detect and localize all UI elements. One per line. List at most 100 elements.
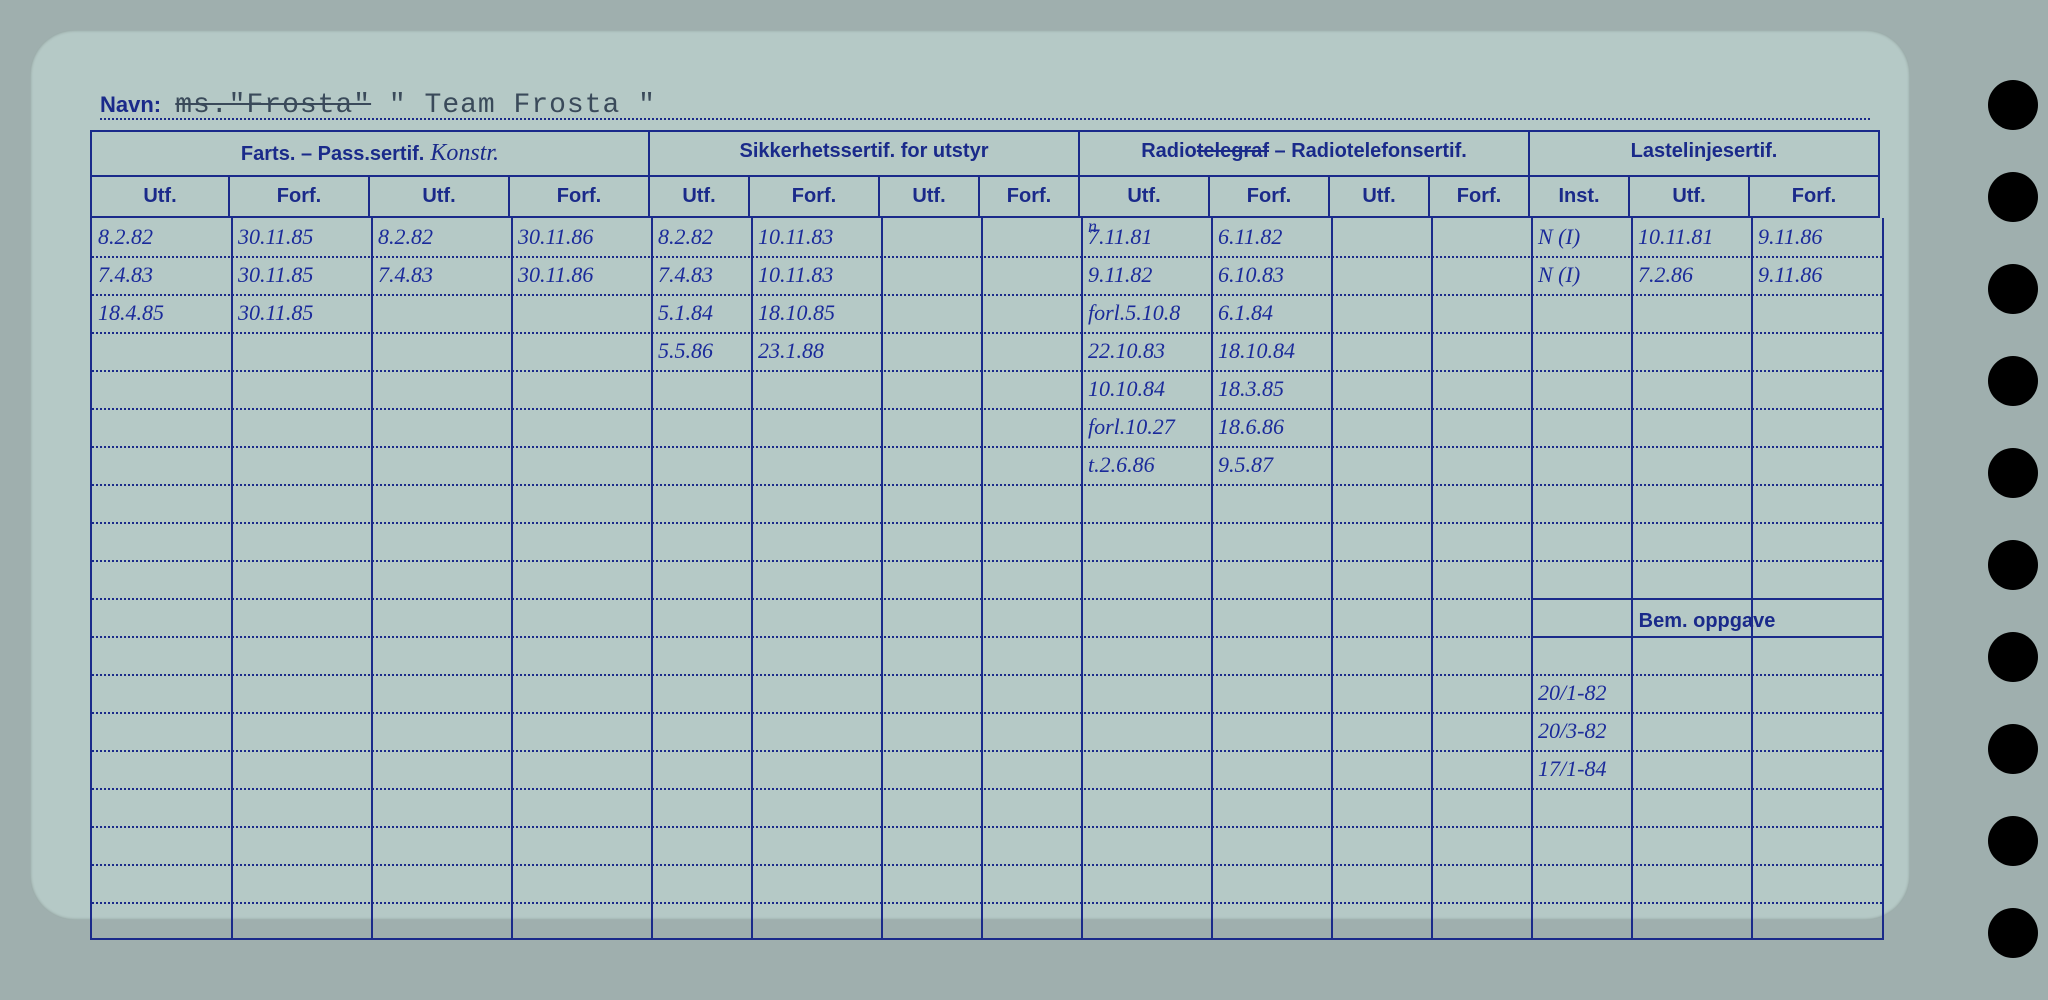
header-sub: Forf. <box>750 177 880 216</box>
hole-icon <box>1988 724 2038 774</box>
header-sub: Utf. <box>90 177 230 216</box>
hole-icon <box>1988 356 2038 406</box>
row-line <box>92 864 1882 866</box>
cell-value: 30.11.86 <box>518 262 593 288</box>
hole-icon <box>1988 172 2038 222</box>
header-group: Sikkerhetssertif. for utstyr <box>650 132 1080 175</box>
column-divider <box>1531 218 1533 938</box>
column-divider <box>1081 218 1083 938</box>
hole-icon <box>1988 632 2038 682</box>
cell-value: 30.11.85 <box>238 224 313 250</box>
navn-line: Navn: ms."Frosta" " Team Frosta " <box>100 90 656 121</box>
cell-value: 7.4.83 <box>658 262 713 288</box>
cell-value: 23.1.88 <box>758 338 824 364</box>
hole-icon <box>1988 448 2038 498</box>
row-line <box>92 294 1882 296</box>
cell-value: 9.11.86 <box>1758 224 1822 250</box>
cell-value: 7.4.83 <box>378 262 433 288</box>
bem-divider <box>1532 636 1882 638</box>
column-divider <box>981 218 983 938</box>
cell-value: 6.1.84 <box>1218 300 1273 326</box>
cell-value: 22.10.83 <box>1088 338 1165 364</box>
column-divider <box>751 218 753 938</box>
cell-value: 30.11.85 <box>238 300 313 326</box>
header-group: Lastelinjesertif. <box>1530 132 1880 175</box>
column-divider <box>651 218 653 938</box>
table-body: Bem. oppgaven8.2.827.4.8318.4.8530.11.85… <box>90 218 1884 940</box>
cell-value: 20/1-82 <box>1538 680 1606 706</box>
navn-underline <box>100 118 1870 120</box>
cell-value: 7.2.86 <box>1638 262 1693 288</box>
hole-icon <box>1988 816 2038 866</box>
navn-strike: ms."Frosta" <box>175 90 371 121</box>
cell-value: 6.11.82 <box>1218 224 1282 250</box>
cell-value: 10.11.83 <box>758 262 833 288</box>
header-row-sub: Utf.Forf.Utf.Forf.Utf.Forf.Utf.Forf.Utf.… <box>90 175 1880 218</box>
header-sub: Utf. <box>1330 177 1430 216</box>
navn-label: Navn: <box>100 92 161 117</box>
header-sub: Utf. <box>880 177 980 216</box>
row-line <box>92 370 1882 372</box>
cell-value: 7.11.81 <box>1088 224 1152 250</box>
index-card: Navn: ms."Frosta" " Team Frosta " Farts.… <box>30 30 1910 920</box>
header-sub: Forf. <box>230 177 370 216</box>
cell-value: 9.11.82 <box>1088 262 1152 288</box>
column-divider <box>1751 218 1753 938</box>
header-row-groups: Farts. – Pass.sertif. Konstr.Sikkerhetss… <box>90 130 1880 175</box>
row-line <box>92 826 1882 828</box>
header-group: Farts. – Pass.sertif. Konstr. <box>90 132 650 175</box>
cell-value: 8.2.82 <box>658 224 713 250</box>
cell-value: 10.10.84 <box>1088 376 1165 402</box>
header-sub: Utf. <box>1080 177 1210 216</box>
row-line <box>92 674 1882 676</box>
header-sub: Forf. <box>1210 177 1330 216</box>
column-divider <box>511 218 513 938</box>
cell-value: 10.11.83 <box>758 224 833 250</box>
header-group: Radiotelegraf – Radiotelefonsertif. <box>1080 132 1530 175</box>
cell-value: 9.11.86 <box>1758 262 1822 288</box>
row-line <box>92 446 1882 448</box>
binder-holes <box>1988 80 2038 1000</box>
column-divider <box>1431 218 1433 938</box>
cell-value: 5.1.84 <box>658 300 713 326</box>
header-sub: Utf. <box>1630 177 1750 216</box>
cell-value: 18.3.85 <box>1218 376 1284 402</box>
cell-value: N (I) <box>1538 262 1580 288</box>
column-divider <box>371 218 373 938</box>
row-line <box>92 522 1882 524</box>
row-line <box>92 560 1882 562</box>
header-sub: Utf. <box>370 177 510 216</box>
header-sub: Utf. <box>650 177 750 216</box>
row-line <box>92 408 1882 410</box>
column-divider <box>881 218 883 938</box>
cell-value: 20/3-82 <box>1538 718 1606 744</box>
cell-value: 18.6.86 <box>1218 414 1284 440</box>
header-sub: Forf. <box>510 177 650 216</box>
header-sub: Forf. <box>980 177 1080 216</box>
cell-value: 10.11.81 <box>1638 224 1713 250</box>
hole-icon <box>1988 80 2038 130</box>
cell-value: 9.5.87 <box>1218 452 1273 478</box>
cell-value: 7.4.83 <box>98 262 153 288</box>
header-sub: Forf. <box>1430 177 1530 216</box>
navn-text: " Team Frosta " <box>389 90 656 121</box>
row-line <box>92 750 1882 752</box>
header-sub: Forf. <box>1750 177 1880 216</box>
table: Farts. – Pass.sertif. Konstr.Sikkerhetss… <box>90 130 1880 940</box>
cell-value: 30.11.86 <box>518 224 593 250</box>
row-line <box>92 332 1882 334</box>
row-line <box>92 788 1882 790</box>
column-divider <box>1631 218 1633 938</box>
header-annotation: Konstr. <box>424 140 499 166</box>
cell-value: 30.11.85 <box>238 262 313 288</box>
cell-value: 18.4.85 <box>98 300 164 326</box>
cell-value: 8.2.82 <box>378 224 433 250</box>
cell-value: forl.10.27 <box>1088 414 1175 440</box>
column-divider <box>1331 218 1333 938</box>
header-sub: Inst. <box>1530 177 1630 216</box>
hole-icon <box>1988 264 2038 314</box>
cell-value: 18.10.85 <box>758 300 835 326</box>
hole-icon <box>1988 540 2038 590</box>
cell-value: 17/1-84 <box>1538 756 1606 782</box>
cell-value: 8.2.82 <box>98 224 153 250</box>
